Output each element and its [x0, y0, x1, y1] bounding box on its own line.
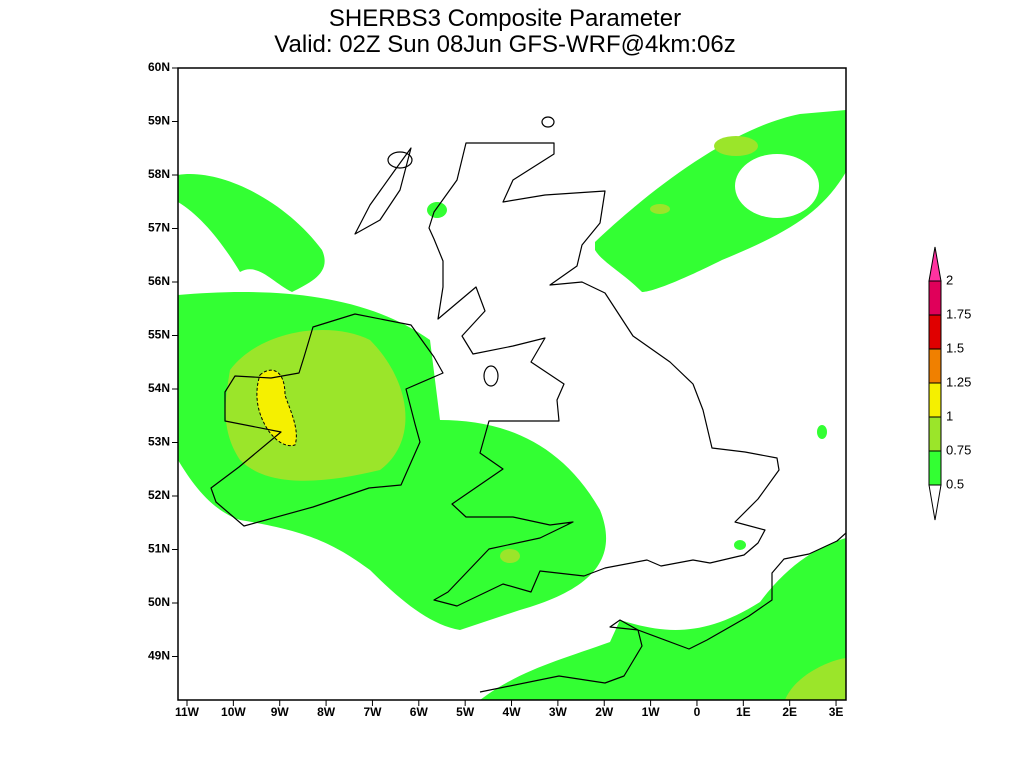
legend-box: [928, 348, 942, 384]
lat-label: 53N: [148, 435, 170, 449]
clear-area: [735, 154, 819, 218]
lon-label: 2W: [595, 705, 614, 719]
lon-label: 6W: [410, 705, 429, 719]
legend-label: 0.5: [946, 476, 964, 491]
lon-label: 4W: [503, 705, 522, 719]
lon-label: 9W: [271, 705, 290, 719]
lon-label: 10W: [221, 705, 246, 719]
lon-label: 3E: [829, 705, 844, 719]
lon-label: 8W: [317, 705, 336, 719]
lon-label: 3W: [549, 705, 568, 719]
map-area: [178, 110, 846, 700]
lon-label: 2E: [782, 705, 797, 719]
lat-label: 57N: [148, 221, 170, 235]
legend-box: [928, 314, 942, 350]
contour-0.75: [225, 136, 846, 700]
legend-box: [928, 280, 942, 316]
legend-label: 1.25: [946, 374, 971, 389]
legend-box: [928, 416, 942, 452]
lat-label: 54N: [148, 381, 170, 395]
legend-box: [928, 450, 942, 486]
lat-label: 52N: [148, 488, 170, 502]
legend-over: [928, 246, 942, 282]
legend-label: 1.5: [946, 340, 964, 355]
coastlines: [210, 116, 846, 693]
subtitle: Valid: 02Z Sun 08Jun GFS-WRF@4km:06z: [274, 31, 735, 58]
lat-label: 56N: [148, 274, 170, 288]
lat-label: 60N: [148, 60, 170, 74]
lon-label: 7W: [363, 705, 382, 719]
lat-label: 59N: [148, 114, 170, 128]
legend-label: 0.75: [946, 442, 971, 457]
legend-box: [928, 382, 942, 418]
title: SHERBS3 Composite Parameter: [329, 5, 681, 32]
lat-label: 50N: [148, 595, 170, 609]
lat-label: 49N: [148, 649, 170, 663]
lon-label: 1W: [642, 705, 661, 719]
lon-label: 11W: [175, 705, 200, 719]
lat-label: 55N: [148, 328, 170, 342]
legend-label: 1.75: [946, 306, 971, 321]
lat-label: 51N: [148, 542, 170, 556]
lat-label: 58N: [148, 167, 170, 181]
lon-label: 5W: [456, 705, 475, 719]
lon-label: 0: [694, 705, 701, 719]
contour-1: [256, 369, 297, 447]
lon-label: 1E: [736, 705, 751, 719]
legend-under: [928, 484, 942, 521]
legend-label: 2: [946, 272, 953, 287]
legend-label: 1: [946, 408, 953, 423]
